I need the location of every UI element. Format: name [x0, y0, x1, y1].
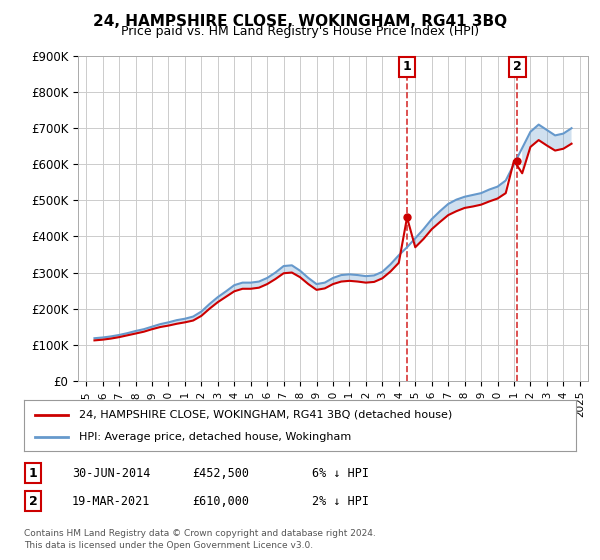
Text: 24, HAMPSHIRE CLOSE, WOKINGHAM, RG41 3BQ (detached house): 24, HAMPSHIRE CLOSE, WOKINGHAM, RG41 3BQ…	[79, 409, 452, 419]
Text: 1: 1	[403, 60, 412, 73]
Text: HPI: Average price, detached house, Wokingham: HPI: Average price, detached house, Woki…	[79, 432, 352, 442]
Text: 2% ↓ HPI: 2% ↓ HPI	[312, 494, 369, 508]
Text: Contains HM Land Registry data © Crown copyright and database right 2024.: Contains HM Land Registry data © Crown c…	[24, 529, 376, 538]
Text: £452,500: £452,500	[192, 466, 249, 480]
Text: 2: 2	[513, 60, 522, 73]
Text: £610,000: £610,000	[192, 494, 249, 508]
Text: 24, HAMPSHIRE CLOSE, WOKINGHAM, RG41 3BQ: 24, HAMPSHIRE CLOSE, WOKINGHAM, RG41 3BQ	[93, 14, 507, 29]
Text: 1: 1	[29, 466, 37, 480]
Text: 6% ↓ HPI: 6% ↓ HPI	[312, 466, 369, 480]
Text: 2: 2	[29, 494, 37, 508]
Text: This data is licensed under the Open Government Licence v3.0.: This data is licensed under the Open Gov…	[24, 542, 313, 550]
Text: 30-JUN-2014: 30-JUN-2014	[72, 466, 151, 480]
Text: 19-MAR-2021: 19-MAR-2021	[72, 494, 151, 508]
Text: Price paid vs. HM Land Registry's House Price Index (HPI): Price paid vs. HM Land Registry's House …	[121, 25, 479, 38]
